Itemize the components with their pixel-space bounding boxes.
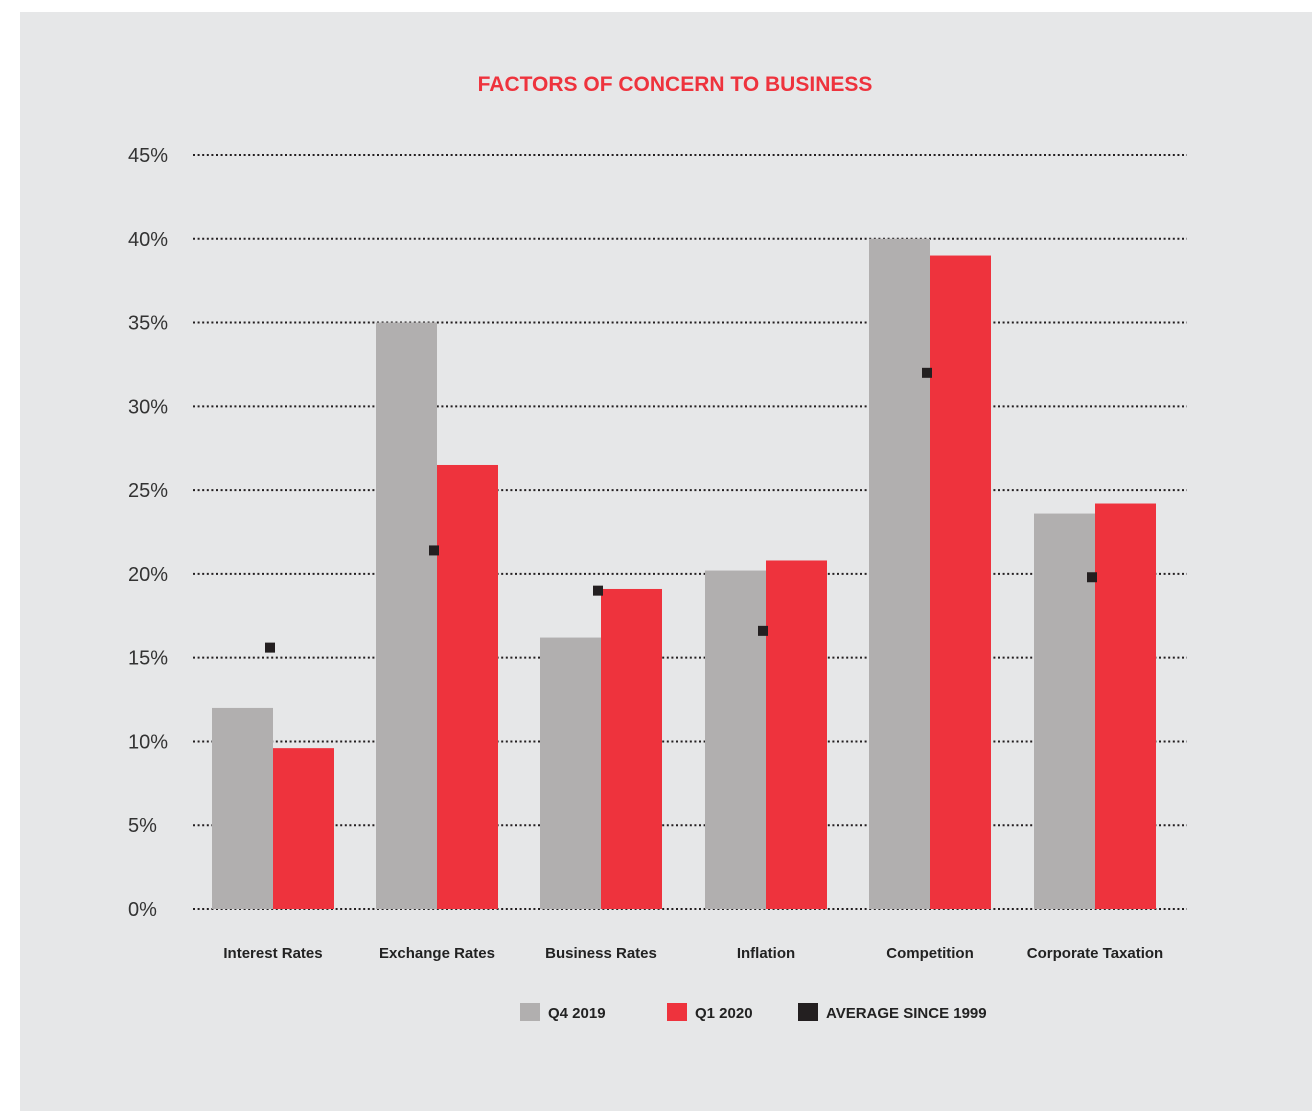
- y-tick-label: 10%: [128, 731, 168, 753]
- legend-swatch-average-since-1999: [798, 1003, 818, 1021]
- bar-q1-2020-interest-rates: [273, 748, 334, 909]
- x-tick-label: Corporate Taxation: [1027, 945, 1163, 962]
- legend-swatch-q1-2020: [667, 1003, 687, 1021]
- bar-q4-2019-interest-rates: [212, 707, 273, 909]
- bar-q4-2019-exchange-rates: [376, 322, 437, 909]
- x-tick-label: Competition: [886, 945, 974, 962]
- y-tick-label: 25%: [128, 480, 168, 502]
- x-tick-label: Business Rates: [545, 945, 657, 962]
- average-marker-interest-rates: [265, 642, 275, 653]
- y-tick-label: 40%: [128, 229, 168, 251]
- bar-q1-2020-corporate-taxation: [1095, 503, 1156, 909]
- bar-q4-2019-competition: [869, 238, 930, 909]
- x-tick-label: Interest Rates: [223, 945, 322, 962]
- grid-lines: [193, 154, 1187, 910]
- legend-swatch-q4-2019: [520, 1003, 540, 1021]
- chart-title: FACTORS OF CONCERN TO BUSINESS: [478, 73, 873, 96]
- average-markers: [265, 367, 1097, 653]
- average-marker-corporate-taxation: [1087, 572, 1097, 583]
- x-tick-label: Exchange Rates: [379, 945, 495, 962]
- y-tick-label: 20%: [128, 564, 168, 586]
- bar-q4-2019-business-rates: [540, 637, 601, 909]
- bar-q1-2020-business-rates: [601, 588, 662, 909]
- legend-label-q4-2019: Q4 2019: [548, 1005, 606, 1022]
- average-marker-exchange-rates: [429, 545, 439, 556]
- y-axis: 0% 5% 10% 15% 20% 25% 30% 35% 40% 45%: [128, 145, 168, 921]
- y-tick-label: 15%: [128, 648, 168, 670]
- bar-q1-2020-inflation: [766, 560, 827, 909]
- x-axis: Interest Rates Exchange Rates Business Rat…: [223, 945, 1163, 962]
- legend-label-q1-2020: Q1 2020: [695, 1005, 753, 1022]
- average-marker-competition: [922, 367, 932, 378]
- bar-q1-2020-exchange-rates: [437, 464, 498, 909]
- average-marker-inflation: [758, 625, 768, 636]
- legend-label-average-since-1999: AVERAGE SINCE 1999: [826, 1005, 987, 1022]
- y-tick-label: 45%: [128, 145, 168, 167]
- bar-q4-2019-inflation: [705, 570, 766, 909]
- y-tick-label: 35%: [128, 313, 168, 335]
- bar-q4-2019-corporate-taxation: [1034, 513, 1095, 909]
- bar-q1-2020-competition: [930, 255, 991, 910]
- bars: [212, 238, 1156, 910]
- y-tick-label: 5%: [128, 815, 157, 837]
- y-tick-label: 0%: [128, 899, 157, 921]
- average-marker-business-rates: [593, 585, 603, 596]
- y-tick-label: 30%: [128, 396, 168, 418]
- x-tick-label: Inflation: [737, 945, 795, 962]
- legend: Q4 2019 Q1 2020 AVERAGE SINCE 1999: [520, 1003, 987, 1022]
